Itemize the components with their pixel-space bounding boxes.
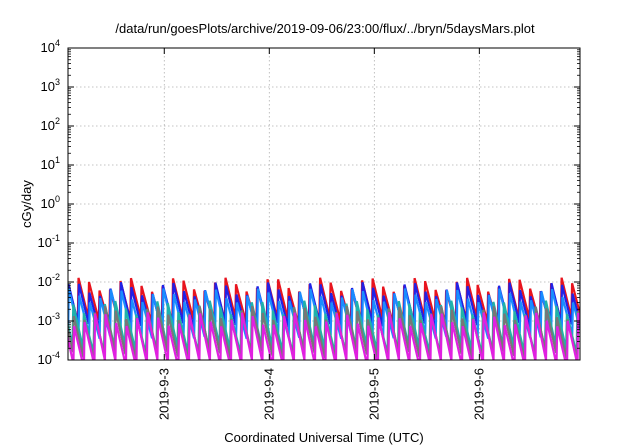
series-group [68, 277, 580, 360]
y-tick-base: 10 [38, 313, 52, 328]
y-tick-base: 10 [41, 79, 55, 94]
y-tick-label: 100 [41, 194, 60, 211]
y-tick-exponent: -4 [52, 350, 60, 360]
y-tick-base: 10 [38, 235, 52, 250]
y-tick-label: 101 [41, 155, 60, 172]
y-tick-exponent: -1 [52, 233, 60, 243]
chart-title: /data/run/goesPlots/archive/2019-09-06/2… [115, 21, 535, 36]
y-tick-label: 102 [41, 116, 60, 133]
y-tick-exponent: 1 [55, 155, 60, 165]
y-tick-label: 10-1 [38, 233, 60, 250]
x-tick-label: 2019-9-4 [261, 368, 276, 420]
x-tick-label: 2019-9-3 [156, 368, 171, 420]
y-tick-exponent: 3 [55, 77, 60, 87]
y-tick-exponent: -3 [52, 311, 60, 321]
x-axis-label: Coordinated Universal Time (UTC) [224, 430, 423, 445]
y-axis-label: cGy/day [19, 180, 34, 228]
y-tick-base: 10 [41, 196, 55, 211]
y-tick-exponent: -2 [52, 272, 60, 282]
series-line [68, 312, 580, 360]
y-tick-base: 10 [38, 274, 52, 289]
y-tick-base: 10 [41, 40, 55, 55]
y-tick-label: 10-3 [38, 311, 60, 328]
x-axis: 2019-9-3 2019-9-4 2019-9-5 2019-9-6 [156, 48, 486, 420]
y-tick-base: 10 [41, 118, 55, 133]
y-tick-label: 104 [41, 38, 60, 55]
y-tick-base: 10 [41, 157, 55, 172]
y-tick-label: 10-2 [38, 272, 60, 289]
y-tick-label: 103 [41, 77, 60, 94]
y-tick-base: 10 [38, 352, 52, 367]
y-tick-exponent: 2 [55, 116, 60, 126]
x-tick-label: 2019-9-6 [471, 368, 486, 420]
grid [68, 48, 580, 360]
series-line [68, 288, 580, 339]
y-tick-label: 10-4 [38, 350, 60, 367]
y-tick-exponent: 4 [55, 38, 60, 48]
x-tick-label: 2019-9-5 [366, 368, 381, 420]
y-tick-exponent: 0 [55, 194, 60, 204]
